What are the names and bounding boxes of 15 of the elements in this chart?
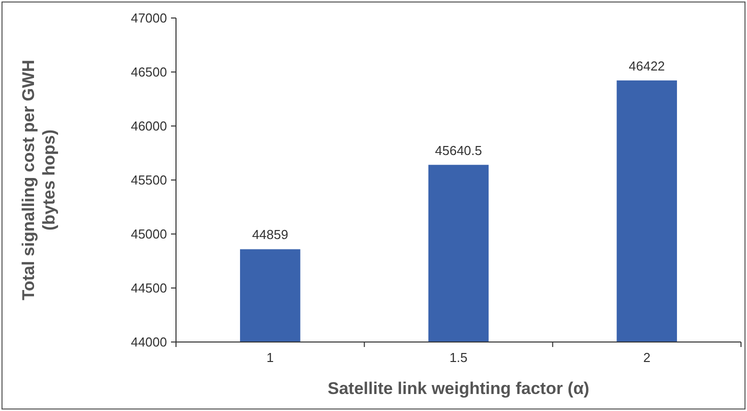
x-tick-label: 1.5 [449,350,468,365]
data-label: 46422 [628,58,665,74]
data-label: 45640.5 [435,142,482,158]
y-tick-label: 46000 [130,118,167,134]
x-axis-title: Satellite link weighting factor (α) [328,379,590,398]
y-tick-label: 45500 [130,172,167,188]
y-tick-label: 46500 [130,64,167,80]
x-tick-label: 1 [266,350,274,365]
x-tick-label: 2 [643,350,650,365]
y-tick-label: 44500 [130,280,167,296]
y-axis-title: Total signalling cost per GWH (bytes hops) [19,60,58,300]
y-tick-label: 44000 [130,334,167,350]
data-label: 44859 [252,227,288,242]
y-tick-label: 45000 [130,226,167,242]
y-tick-label: 47000 [130,10,167,26]
